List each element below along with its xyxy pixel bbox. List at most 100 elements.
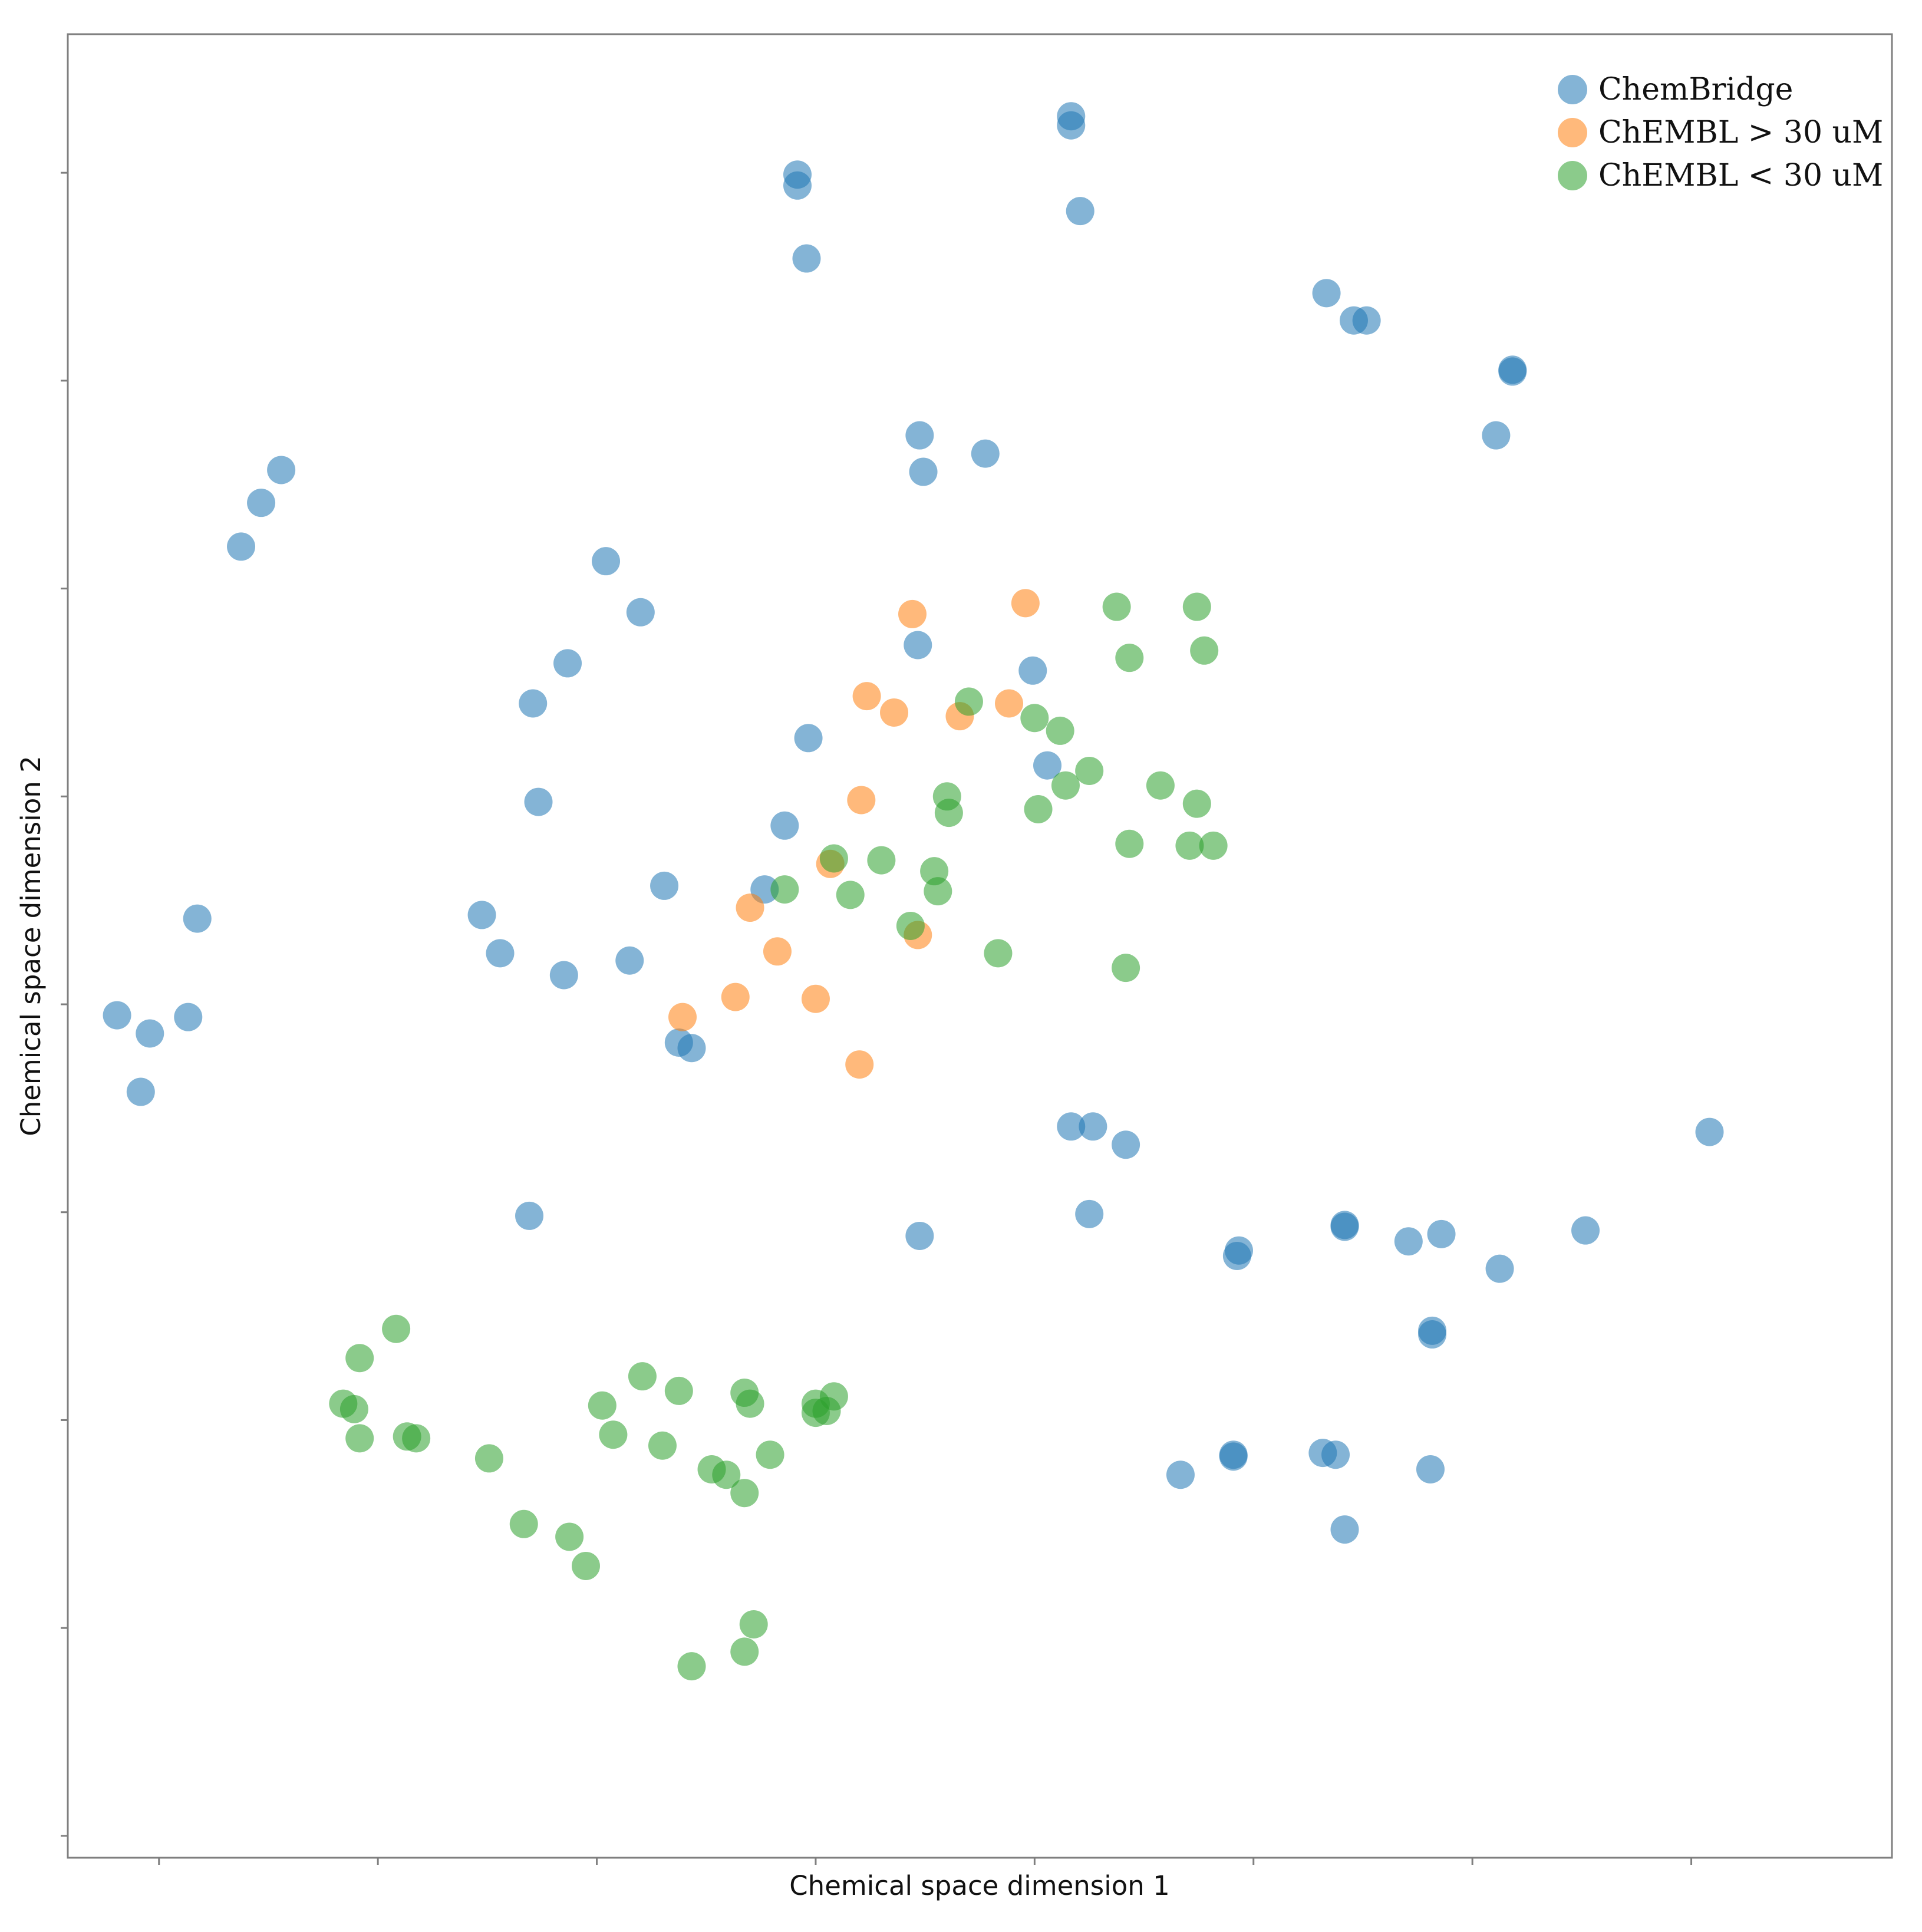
point-chembridge: [650, 871, 679, 900]
point-chembl-30-um: [1199, 831, 1228, 860]
point-chembl-30-um: [555, 1522, 584, 1551]
point-chembl-30-um: [329, 1389, 358, 1418]
point-chembridge: [1018, 656, 1047, 685]
point-chembl-30-um: [677, 1652, 706, 1681]
point-chembl-30-um: [1046, 716, 1074, 745]
point-chembl-30-um: [345, 1424, 374, 1453]
point-chembridge: [1112, 1130, 1140, 1159]
point-chembridge: [1219, 1442, 1248, 1471]
y-axis-ticks: [61, 172, 68, 1837]
point-chembridge: [227, 532, 256, 561]
point-chembridge: [267, 456, 296, 484]
point-chembridge: [103, 1001, 131, 1030]
point-chembl-30-um: [739, 1610, 768, 1638]
point-chembridge: [677, 1034, 706, 1063]
point-chembridge: [1033, 751, 1062, 780]
point-chembridge: [1079, 1112, 1107, 1141]
point-chembl-30-um: [1190, 636, 1219, 665]
point-chembl-30-um: [382, 1314, 411, 1343]
point-chembl-30-um: [819, 844, 848, 873]
point-chembridge: [592, 547, 621, 576]
legend-marker-chembridge-dot: [1558, 75, 1587, 104]
point-chembl-30-um: [756, 1440, 784, 1469]
point-chembridge: [183, 904, 212, 933]
point-chembl-30-um: [1146, 771, 1175, 800]
point-chembridge: [515, 1201, 544, 1230]
point-chembridge: [1057, 111, 1086, 140]
point-chembl-30-um: [664, 1376, 693, 1405]
point-chembl-30-um: [599, 1420, 628, 1449]
point-chembl-30-um: [1024, 794, 1053, 823]
point-chembridge: [909, 457, 938, 486]
y-axis-label: Chemical space dimension 2: [15, 756, 47, 1136]
point-chembridge: [1075, 1199, 1104, 1228]
point-chembridge: [1312, 279, 1341, 308]
point-chembridge: [1571, 1216, 1600, 1245]
point-chembl-30-um: [1011, 589, 1040, 618]
point-chembl-30-um: [730, 1479, 759, 1508]
point-chembl-30-um: [847, 786, 876, 815]
point-chembridge: [794, 724, 823, 753]
point-chembridge: [519, 689, 548, 718]
point-chembridge: [615, 946, 644, 975]
point-chembl-30-um: [1102, 592, 1131, 621]
point-chembl-30-um: [1051, 771, 1080, 800]
point-chembridge: [1482, 421, 1511, 450]
point-chembl-30-um: [896, 911, 925, 940]
point-chembl-30-um: [763, 937, 792, 966]
point-chembridge: [1330, 1212, 1359, 1241]
point-chembridge: [174, 1003, 203, 1031]
point-chembridge: [549, 961, 578, 990]
point-chembridge: [467, 901, 496, 929]
point-chembridge: [905, 1221, 934, 1250]
legend: ChemBridge ChEMBL > 30 uM ChEMBL < 30 uM: [1558, 72, 1883, 193]
point-chembl-30-um: [1115, 644, 1144, 672]
point-chembridge: [770, 811, 799, 840]
point-chembl-30-um: [571, 1551, 600, 1580]
point-chembridge: [486, 939, 515, 968]
point-chembl-30-um: [924, 877, 952, 906]
data-points: [103, 102, 1724, 1681]
point-chembl-30-um: [1182, 592, 1211, 621]
point-chembl-30-um: [588, 1391, 617, 1420]
point-chembl-30-um: [1182, 789, 1211, 818]
point-chembridge: [1057, 1112, 1086, 1141]
legend-label-chembridge: ChemBridge: [1598, 72, 1793, 107]
point-chembl-30-um: [474, 1444, 503, 1473]
point-chembl-30-um: [934, 799, 963, 827]
point-chembl-30-um: [954, 687, 983, 716]
point-chembl-30-um: [628, 1362, 657, 1391]
point-chembl-30-um: [836, 881, 865, 909]
point-chembl-30-um: [995, 689, 1024, 718]
point-chembridge: [136, 1019, 164, 1048]
point-chembl-30-um: [801, 1389, 830, 1418]
point-chembridge: [1416, 1455, 1445, 1483]
point-chembridge: [626, 598, 655, 627]
legend-marker-chembl-above-30um: [1558, 118, 1587, 147]
point-chembridge: [247, 489, 276, 517]
point-chembl-30-um: [1075, 756, 1104, 785]
point-chembl-30-um: [845, 1050, 874, 1079]
legend-marker-chembl-below-30um: [1558, 161, 1587, 190]
point-chembridge: [1352, 306, 1381, 335]
plot-frame: [67, 33, 1893, 1859]
point-chembl-30-um: [730, 1379, 759, 1407]
x-axis-ticks: [158, 1858, 1693, 1865]
x-axis-label: Chemical space dimension 1: [789, 1870, 1169, 1901]
point-chembridge: [971, 439, 1000, 468]
point-chembl-30-um: [509, 1509, 538, 1538]
point-chembridge: [1427, 1219, 1456, 1248]
point-chembl-30-um: [1175, 831, 1204, 860]
point-chembridge: [1695, 1117, 1724, 1146]
point-chembridge: [792, 244, 821, 273]
point-chembl-30-um: [898, 599, 927, 628]
point-chembridge: [783, 171, 812, 200]
point-chembl-30-um: [867, 846, 896, 875]
point-chembl-30-um: [852, 682, 881, 711]
point-chembl-30-um: [770, 875, 799, 904]
point-chembl-30-um: [721, 983, 750, 1011]
point-chembridge: [524, 787, 553, 816]
point-chembl-30-um: [801, 984, 830, 1013]
legend-label-chembl-below-30um: ChEMBL < 30 uM: [1598, 158, 1883, 193]
